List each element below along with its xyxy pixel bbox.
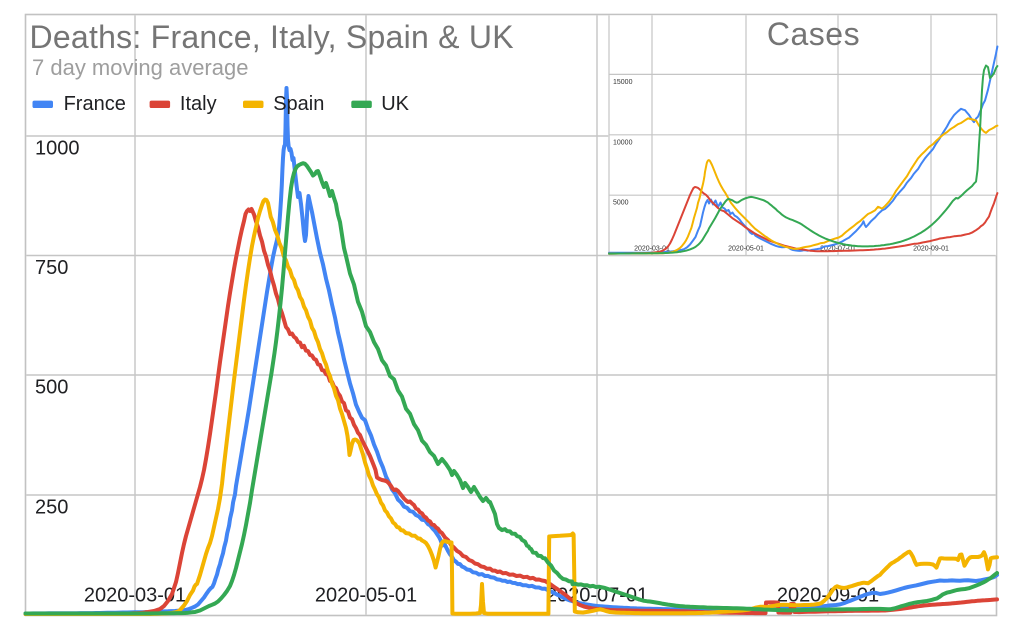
svg-text:5000: 5000 bbox=[613, 200, 629, 207]
svg-text:Spain: Spain bbox=[273, 93, 324, 115]
svg-text:1000: 1000 bbox=[35, 138, 80, 160]
svg-text:15000: 15000 bbox=[613, 79, 633, 86]
svg-text:2020-03-01: 2020-03-01 bbox=[84, 585, 186, 607]
svg-text:10000: 10000 bbox=[613, 139, 633, 146]
svg-text:Cases: Cases bbox=[767, 16, 860, 52]
svg-text:France: France bbox=[64, 93, 126, 115]
svg-text:2020-05-01: 2020-05-01 bbox=[315, 585, 417, 607]
svg-text:2020-09-01: 2020-09-01 bbox=[913, 246, 949, 253]
svg-text:2020-05-01: 2020-05-01 bbox=[728, 246, 764, 253]
svg-text:UK: UK bbox=[381, 93, 409, 115]
svg-text:250: 250 bbox=[35, 497, 68, 519]
svg-text:2020-07-01: 2020-07-01 bbox=[820, 246, 856, 253]
svg-text:Italy: Italy bbox=[180, 93, 217, 115]
svg-text:Deaths: France, Italy, Spain &: Deaths: France, Italy, Spain & UK bbox=[30, 19, 514, 55]
svg-text:750: 750 bbox=[35, 257, 68, 279]
svg-text:500: 500 bbox=[35, 377, 68, 399]
svg-text:2020-03-01: 2020-03-01 bbox=[634, 246, 670, 253]
svg-text:7 day moving average: 7 day moving average bbox=[32, 55, 248, 80]
